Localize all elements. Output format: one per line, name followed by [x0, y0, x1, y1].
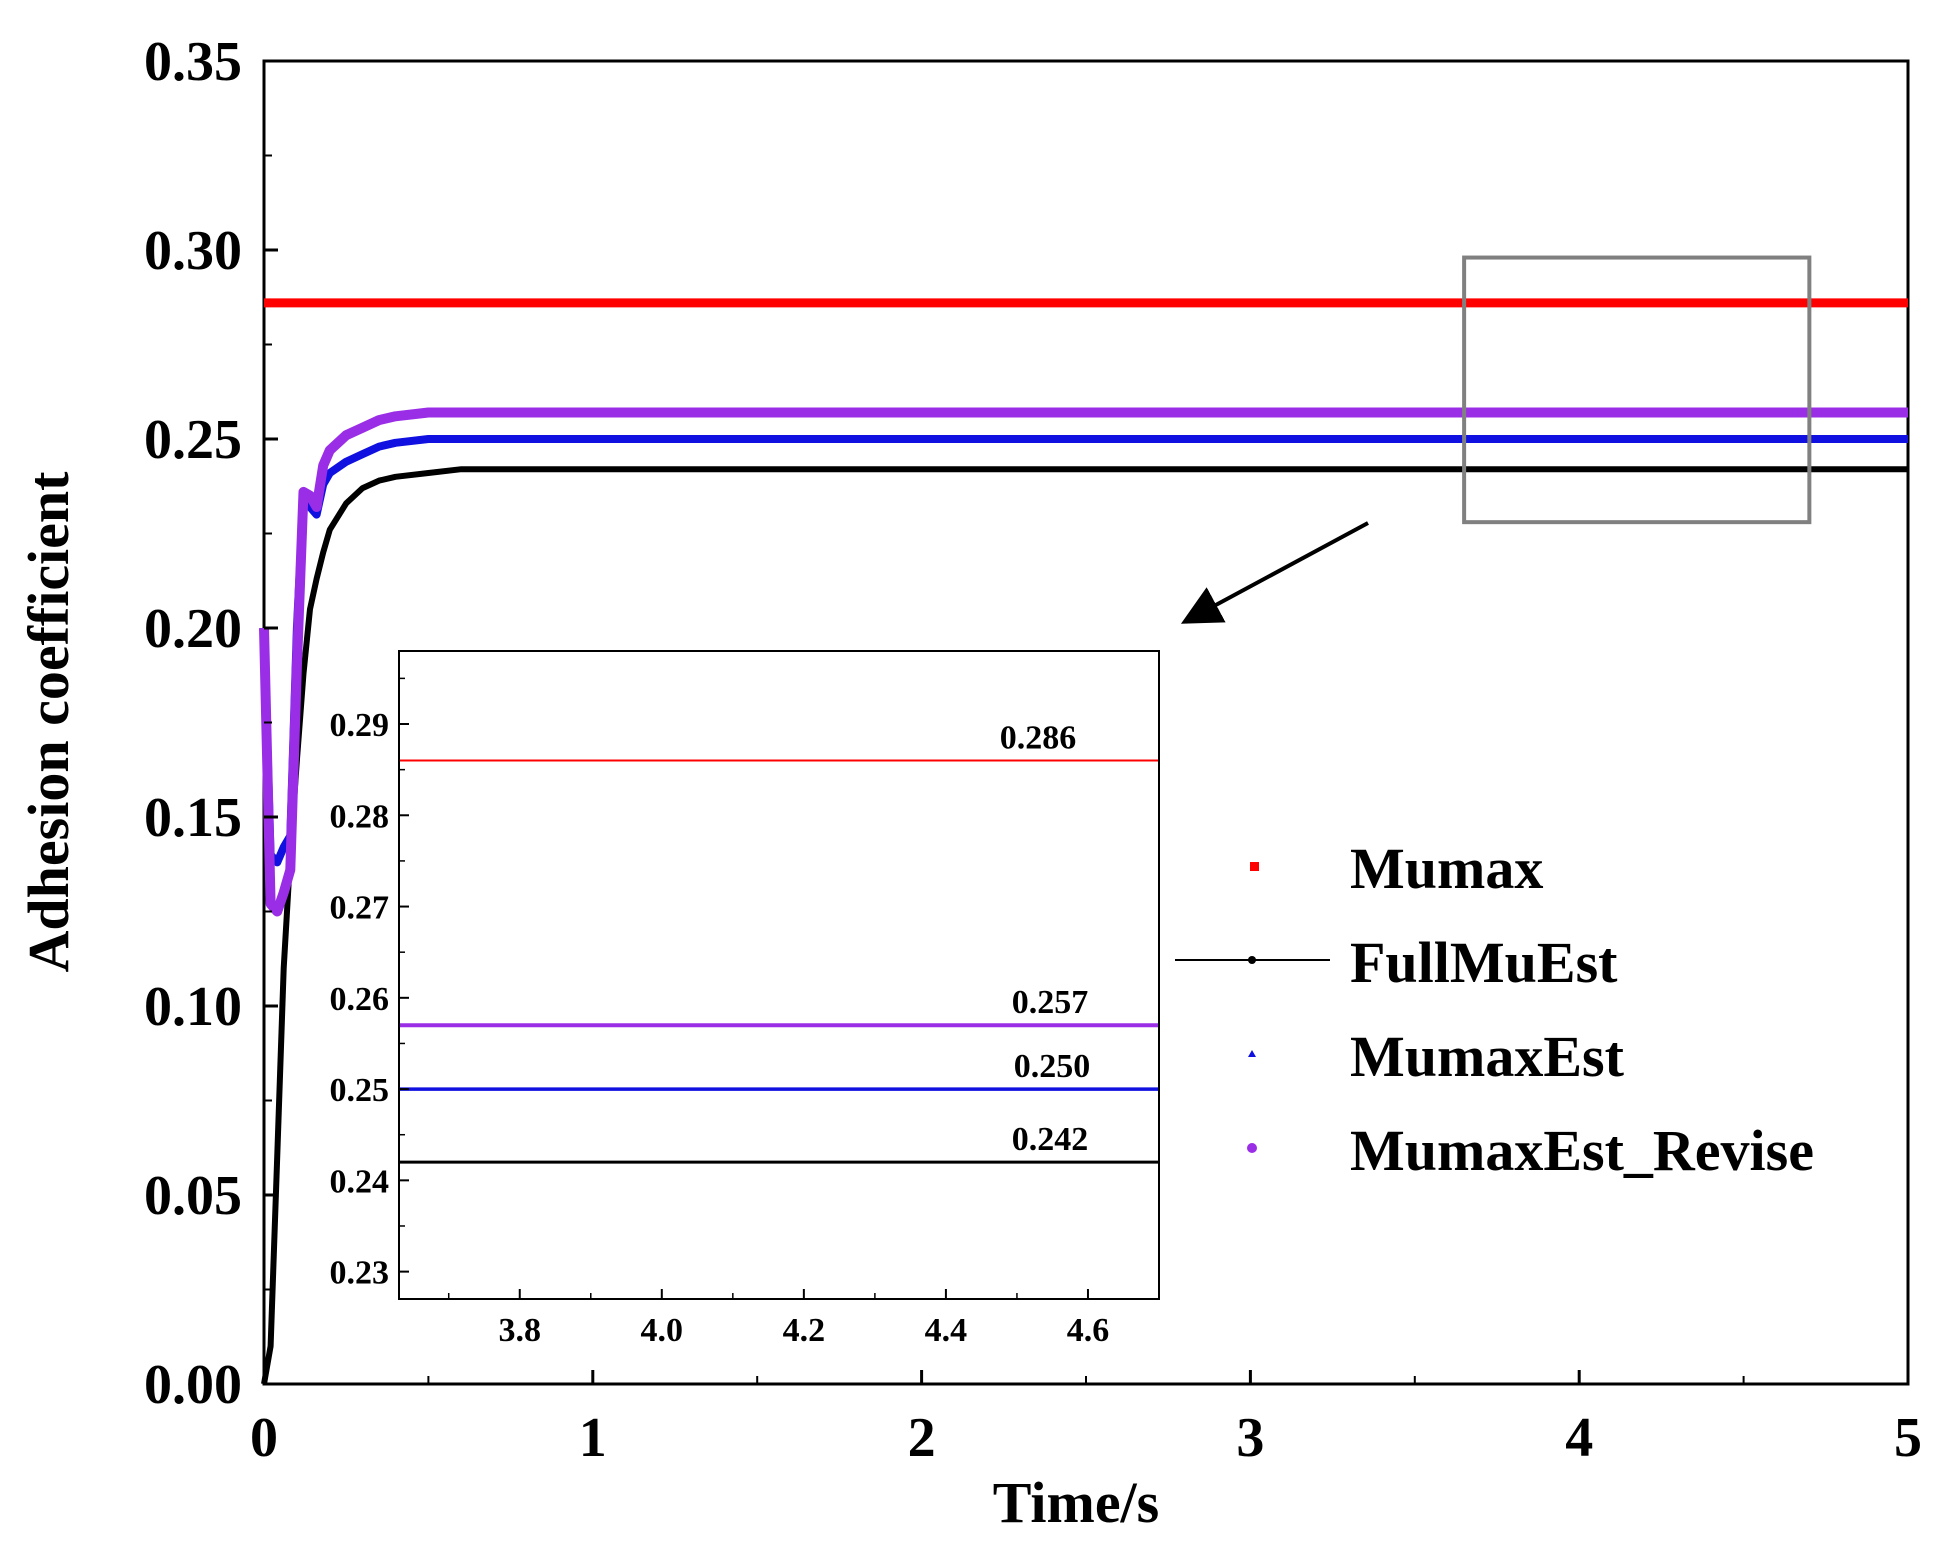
inset-x-tick-label: 3.8: [498, 1312, 541, 1349]
x-tick-label: 2: [908, 1407, 936, 1469]
main-ticks-group: 0 1 2 3 4 5 0.00 0.05 0.10 0.15 0.20 0.25 0.30 0.35: [144, 31, 1922, 1469]
y-tick-label: 0.15: [144, 787, 242, 849]
inset-annotation-label: 0.242: [1012, 1121, 1089, 1158]
x-tick-label: 0: [250, 1407, 278, 1469]
inset-x-tick-label: 4.6: [1067, 1312, 1110, 1349]
y-tick-label: 0.25: [144, 409, 242, 471]
inset-x-tick-label: 4.0: [641, 1312, 684, 1349]
inset-y-tick-label: 0.29: [330, 707, 390, 744]
zoom-region-box: [1462, 255, 1812, 525]
zoom-arrow: [1180, 521, 1369, 624]
inset-annotation-label: 0.250: [1014, 1048, 1091, 1085]
legend-label-mumaxest: MumaxEst: [1350, 1024, 1625, 1089]
inset-annotation-label: 0.257: [1012, 984, 1089, 1021]
inset-annotation-label: 0.286: [1000, 720, 1077, 757]
inset-y-tick-label: 0.28: [330, 798, 390, 835]
y-tick-label: 0.10: [144, 976, 242, 1038]
x-axis-title: Time/s: [993, 1470, 1160, 1535]
inset-plot-background: [399, 651, 1159, 1299]
y-axis-title: Adhesion coefficient: [16, 471, 81, 973]
legend: Mumax FullMuEst MumaxEst MumaxEst_Revise: [1175, 836, 1814, 1183]
inset-y-tick-label: 0.25: [330, 1072, 390, 1109]
x-tick-label: 4: [1565, 1407, 1593, 1469]
y-tick-label: 0.05: [144, 1165, 242, 1227]
legend-label-mumaxest-revise: MumaxEst_Revise: [1350, 1118, 1814, 1183]
y-tick-label: 0.35: [144, 31, 242, 93]
legend-marker-fullmuest: [1248, 956, 1256, 964]
inset-y-tick-label: 0.23: [330, 1255, 390, 1292]
series-line-mumaxest-revise: [259, 407, 1908, 917]
legend-marker-mumaxest: [1248, 1050, 1256, 1057]
y-tick-label: 0.20: [144, 598, 242, 660]
main-series-group: [259, 298, 1908, 1385]
legend-marker-mumaxest-revise: [1247, 1143, 1257, 1153]
inset-x-tick-label: 4.4: [925, 1312, 968, 1349]
legend-label-fullmuest: FullMuEst: [1350, 930, 1618, 995]
inset-y-tick-label: 0.26: [330, 981, 390, 1018]
inset-ticks-group: 3.8 4.0 4.2 4.4 4.6 0.23 0.24 0.25 0.26 0.27 0.28 0…: [330, 677, 1110, 1349]
x-tick-label: 3: [1236, 1407, 1264, 1469]
inset-x-tick-label: 4.2: [783, 1312, 826, 1349]
inset-plot-frame: [398, 650, 1160, 1300]
y-tick-label: 0.00: [144, 1354, 242, 1416]
inset-y-tick-label: 0.27: [330, 890, 390, 927]
x-tick-label: 1: [579, 1407, 607, 1469]
inset-annotations-group: 0.286 0.257 0.250 0.242: [1000, 720, 1091, 1159]
inset-series-group: [399, 759, 1159, 1164]
legend-marker-mumax: [1250, 862, 1259, 871]
x-tick-label: 5: [1894, 1407, 1922, 1469]
y-tick-label: 0.30: [144, 220, 242, 282]
inset-y-tick-label: 0.24: [330, 1163, 390, 1200]
legend-label-mumax: Mumax: [1350, 836, 1543, 901]
